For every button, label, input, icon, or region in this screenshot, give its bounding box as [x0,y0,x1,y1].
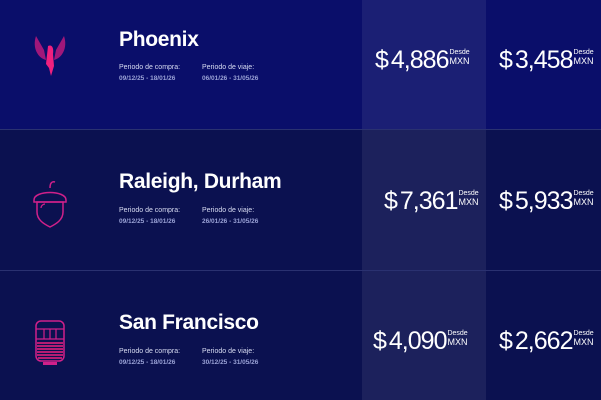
travel-period: Periodo de viaje: 26/01/26 - 31/05/26 [202,207,259,225]
phoenix-icon [34,36,66,76]
cable-car-icon [35,320,65,365]
travel-period: Periodo de viaje: 06/01/26 - 31/05/26 [202,64,259,82]
highlight-column [362,0,486,129]
purchase-period: Periodo de compra: 09/12/25 - 18/01/26 [119,207,181,225]
price-2[interactable]: $5,933 Desde MXN [499,187,594,215]
price-1[interactable]: $4,886 Desde MXN [375,46,470,74]
destination-row-raleigh[interactable]: Raleigh, Durham Periodo de compra: 09/12/… [0,130,601,271]
price-1[interactable]: $7,361 Desde MXN [384,187,479,215]
purchase-period: Periodo de compra: 09/12/25 - 18/01/26 [119,64,181,82]
city-name: Phoenix [119,28,199,51]
travel-period: Periodo de viaje: 30/12/25 - 31/05/26 [202,348,259,366]
highlight-column [362,130,486,270]
destination-row-san-francisco[interactable]: San Francisco Periodo de compra: 09/12/25… [0,271,601,400]
city-name: San Francisco [119,311,259,334]
purchase-period: Periodo de compra: 09/12/25 - 18/01/26 [119,348,181,366]
price-2[interactable]: $2,662 Desde MXN [499,327,594,355]
highlight-column [362,271,486,400]
city-name: Raleigh, Durham [119,170,282,193]
price-2[interactable]: $3,458 Desde MXN [499,46,594,74]
price-1[interactable]: $4,090 Desde MXN [373,327,468,355]
acorn-icon [33,181,67,228]
destination-row-phoenix[interactable]: Phoenix Periodo de compra: 09/12/25 - 18/… [0,0,601,130]
